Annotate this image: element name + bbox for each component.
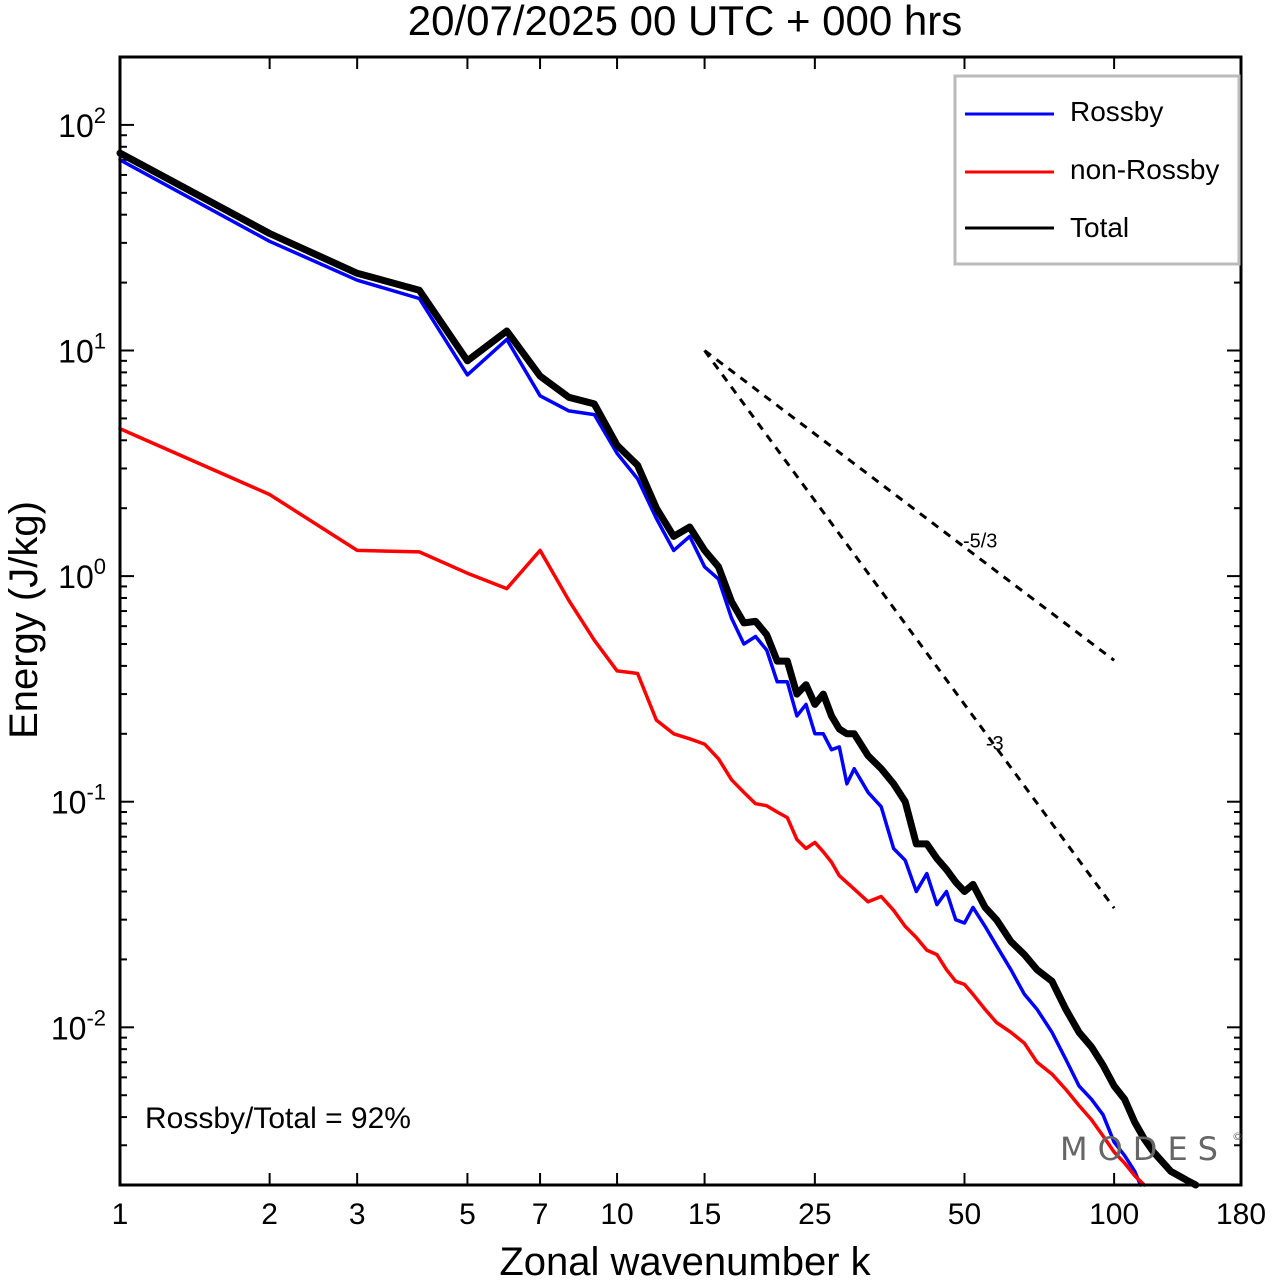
modes-watermark: MODES: [1060, 1130, 1228, 1168]
x-tick-label: 180: [1216, 1198, 1266, 1231]
reference-line-minus-three: [703, 349, 1116, 910]
x-axis-label: Zonal wavenumber k: [499, 1240, 871, 1281]
series-line-rossby: [118, 158, 1143, 1187]
series-line-non-rossby: [118, 426, 1147, 1187]
legend-box: [953, 74, 1241, 266]
series-line-total: [116, 149, 1200, 1189]
reference-line-five-thirds: [703, 349, 1116, 662]
reference-slopes: -5/3 -3: [703, 349, 1116, 910]
plot-frame: [118, 55, 1243, 1187]
copyright-mark: ©: [1232, 1130, 1243, 1143]
x-tick-label: 25: [798, 1198, 831, 1231]
x-tick-label: 2: [261, 1198, 278, 1231]
x-tick-label: 7: [532, 1198, 549, 1231]
x-tick-label: 50: [948, 1198, 981, 1231]
y-axis-label: Energy (J/kg): [2, 501, 46, 739]
x-tick-label: 1: [112, 1198, 129, 1231]
data-series: [116, 149, 1200, 1189]
y-tick-label: 10-1: [51, 780, 106, 821]
x-tick-label: 100: [1089, 1198, 1139, 1231]
legend-label-total: Total: [1070, 212, 1129, 243]
y-tick-label: 102: [58, 103, 106, 144]
legend-label-non-rossby: non-Rossby: [1070, 154, 1219, 185]
x-tick-labels: 1 2 3 5 7 10 15 25 50 100 180: [112, 1198, 1266, 1231]
x-tick-label: 3: [349, 1198, 366, 1231]
ratio-annotation: Rossby/Total = 92%: [145, 1102, 411, 1135]
x-tick-label: 10: [600, 1198, 633, 1231]
y-tick-labels: 102 101 100 10-1 10-2: [51, 103, 106, 1046]
legend-label-rossby: Rossby: [1070, 96, 1163, 127]
y-tick-label: 100: [58, 554, 106, 595]
chart-title: 20/07/2025 00 UTC + 000 hrs: [408, 0, 963, 44]
y-tick-label: 10-2: [51, 1005, 106, 1046]
x-tick-label: 15: [688, 1198, 721, 1231]
y-tick-label: 101: [58, 329, 106, 370]
reference-label: -3: [986, 733, 1004, 755]
legend: Rossby non-Rossby Total: [953, 74, 1241, 266]
x-tick-label: 5: [459, 1198, 476, 1231]
reference-label: -5/3: [963, 531, 997, 553]
